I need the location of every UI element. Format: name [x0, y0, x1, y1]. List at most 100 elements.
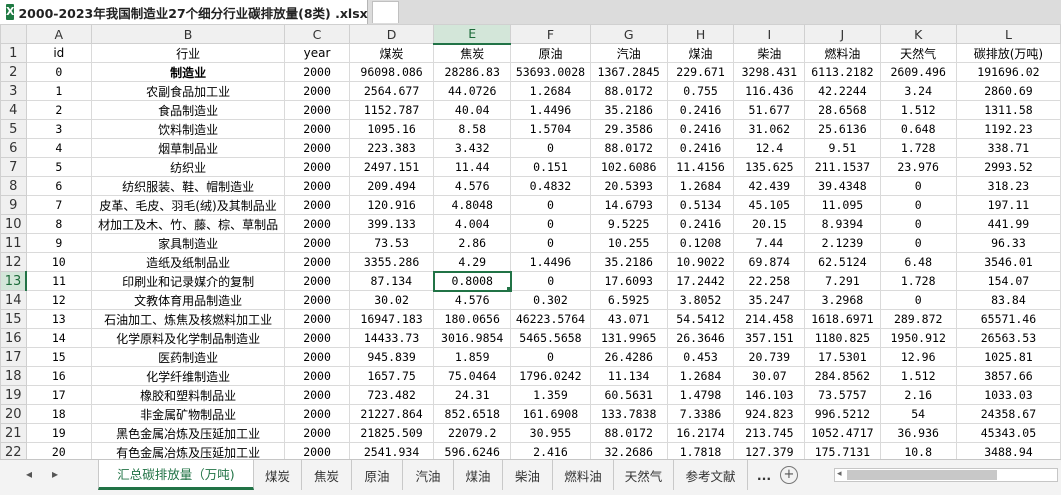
cell-a13[interactable]: 11 [25, 271, 92, 291]
cell-e3[interactable]: 44.0726 [433, 81, 512, 101]
cell-i13[interactable]: 22.258 [733, 271, 806, 291]
cell-i3[interactable]: 116.436 [733, 81, 806, 101]
cell-g21[interactable]: 88.0172 [589, 423, 668, 443]
row-header-9[interactable]: 9 [0, 195, 27, 215]
cell-f15[interactable]: 46223.5764 [510, 309, 591, 329]
cell-j3[interactable]: 42.2244 [804, 81, 881, 101]
cell-c8[interactable]: 2000 [284, 176, 350, 196]
next-sheet-icon[interactable]: ▸ [52, 467, 59, 481]
cell-a18[interactable]: 16 [25, 366, 92, 386]
row-header-17[interactable]: 17 [0, 347, 27, 367]
cell-g19[interactable]: 60.5631 [589, 385, 668, 405]
column-header-b[interactable]: B [90, 24, 286, 44]
more-sheets-indicator[interactable]: ... [756, 467, 772, 483]
cell-c2[interactable]: 2000 [284, 62, 350, 82]
cell-l16[interactable]: 26563.53 [955, 328, 1061, 348]
sheet-tab-2[interactable]: 焦炭 [302, 460, 352, 490]
cell-j13[interactable]: 7.291 [804, 271, 881, 291]
sheet-tab-8[interactable]: 天然气 [614, 460, 674, 490]
cell-f12[interactable]: 1.4496 [510, 252, 591, 272]
cell-f19[interactable]: 1.359 [510, 385, 591, 405]
cell-e18[interactable]: 75.0464 [433, 366, 512, 386]
cell-g3[interactable]: 88.0172 [589, 81, 668, 101]
cell-k8[interactable]: 0 [879, 176, 957, 196]
cell-k1[interactable]: 天然气 [879, 43, 957, 63]
cell-i4[interactable]: 51.677 [733, 100, 806, 120]
cell-i19[interactable]: 146.103 [733, 385, 806, 405]
cell-j9[interactable]: 11.095 [804, 195, 881, 215]
cell-h16[interactable]: 26.3646 [666, 328, 735, 348]
cell-f10[interactable]: 0 [510, 214, 591, 234]
cell-g4[interactable]: 35.2186 [589, 100, 668, 120]
cell-h19[interactable]: 1.4798 [666, 385, 735, 405]
cell-l12[interactable]: 3546.01 [955, 252, 1061, 272]
cell-b14[interactable]: 文教体育用品制造业 [90, 290, 286, 310]
cell-a22[interactable]: 20 [25, 442, 92, 462]
cell-l8[interactable]: 318.23 [955, 176, 1061, 196]
cell-h13[interactable]: 17.2442 [666, 271, 735, 291]
cell-g18[interactable]: 11.134 [589, 366, 668, 386]
cell-j14[interactable]: 3.2968 [804, 290, 881, 310]
cell-a16[interactable]: 14 [25, 328, 92, 348]
cell-i5[interactable]: 31.062 [733, 119, 806, 139]
cell-b6[interactable]: 烟草制品业 [90, 138, 286, 158]
cell-b15[interactable]: 石油加工、炼焦及核燃料加工业 [90, 309, 286, 329]
cell-b17[interactable]: 医药制造业 [90, 347, 286, 367]
cell-c21[interactable]: 2000 [284, 423, 350, 443]
cell-d7[interactable]: 2497.151 [348, 157, 435, 177]
cell-f17[interactable]: 0 [510, 347, 591, 367]
cell-l2[interactable]: 191696.02 [955, 62, 1061, 82]
cell-e11[interactable]: 2.86 [433, 233, 512, 253]
cell-a20[interactable]: 18 [25, 404, 92, 424]
cell-e14[interactable]: 4.576 [433, 290, 512, 310]
cell-f18[interactable]: 1796.0242 [510, 366, 591, 386]
cell-d1[interactable]: 煤炭 [348, 43, 435, 63]
cell-d11[interactable]: 73.53 [348, 233, 435, 253]
cell-b11[interactable]: 家具制造业 [90, 233, 286, 253]
cell-j12[interactable]: 62.5124 [804, 252, 881, 272]
cell-b18[interactable]: 化学纤维制造业 [90, 366, 286, 386]
cell-g22[interactable]: 32.2686 [589, 442, 668, 462]
cell-c19[interactable]: 2000 [284, 385, 350, 405]
cell-h6[interactable]: 0.2416 [666, 138, 735, 158]
cell-c11[interactable]: 2000 [284, 233, 350, 253]
cell-g17[interactable]: 26.4286 [589, 347, 668, 367]
cell-d16[interactable]: 14433.73 [348, 328, 435, 348]
cell-a8[interactable]: 6 [25, 176, 92, 196]
cell-b5[interactable]: 饮料制造业 [90, 119, 286, 139]
cell-h4[interactable]: 0.2416 [666, 100, 735, 120]
cell-d6[interactable]: 223.383 [348, 138, 435, 158]
row-header-8[interactable]: 8 [0, 176, 27, 196]
cell-c9[interactable]: 2000 [284, 195, 350, 215]
column-header-e[interactable]: E [433, 24, 512, 45]
cell-k13[interactable]: 1.728 [879, 271, 957, 291]
cell-a1[interactable]: id [25, 43, 92, 63]
cell-f3[interactable]: 1.2684 [510, 81, 591, 101]
cell-c17[interactable]: 2000 [284, 347, 350, 367]
cell-l7[interactable]: 2993.52 [955, 157, 1061, 177]
cell-c12[interactable]: 2000 [284, 252, 350, 272]
cell-a4[interactable]: 2 [25, 100, 92, 120]
cell-b7[interactable]: 纺织业 [90, 157, 286, 177]
cell-d21[interactable]: 21825.509 [348, 423, 435, 443]
cell-h7[interactable]: 11.4156 [666, 157, 735, 177]
cell-d13[interactable]: 87.134 [348, 271, 435, 291]
cell-i2[interactable]: 3298.431 [733, 62, 806, 82]
cell-b8[interactable]: 纺织服装、鞋、帽制造业 [90, 176, 286, 196]
cell-d3[interactable]: 2564.677 [348, 81, 435, 101]
cell-g10[interactable]: 9.5225 [589, 214, 668, 234]
cell-i12[interactable]: 69.874 [733, 252, 806, 272]
row-header-19[interactable]: 19 [0, 385, 27, 405]
cell-a15[interactable]: 13 [25, 309, 92, 329]
column-header-d[interactable]: D [348, 24, 435, 44]
select-all-corner[interactable] [0, 24, 27, 44]
row-header-16[interactable]: 16 [0, 328, 27, 348]
cell-i15[interactable]: 214.458 [733, 309, 806, 329]
cell-f4[interactable]: 1.4496 [510, 100, 591, 120]
cell-f7[interactable]: 0.151 [510, 157, 591, 177]
cell-e12[interactable]: 4.29 [433, 252, 512, 272]
row-header-2[interactable]: 2 [0, 62, 27, 82]
cell-a3[interactable]: 1 [25, 81, 92, 101]
cell-c10[interactable]: 2000 [284, 214, 350, 234]
